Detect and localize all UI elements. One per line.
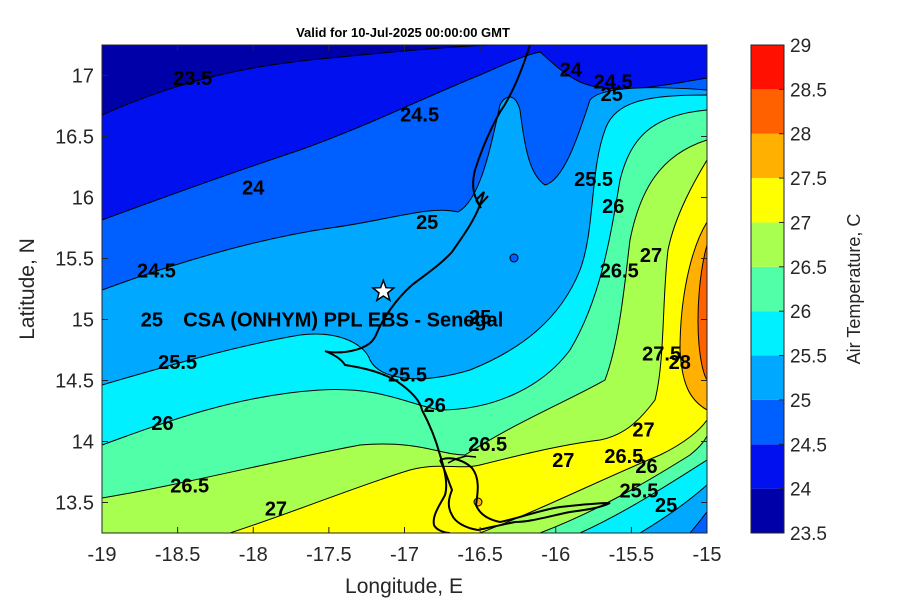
contour-label: 25 [601,84,623,106]
x-tick-label: -18 [239,544,268,566]
x-tick-label: -17.5 [306,544,352,566]
gambia-border [439,457,611,532]
y-tick-label: 14 [72,432,94,454]
contour-label: 26.5 [170,475,209,497]
contour-label: 24.5 [137,261,176,283]
band-27-5 [679,221,707,411]
colorbar-tick-label: 24.5 [790,435,827,456]
x-axis: -19 -18.5 -18 -17.5 -17 -16.5 -16 -15.5 -15 [88,45,722,566]
contour-label: 27 [632,419,654,441]
x-tick-label: -19 [88,544,117,566]
x-axis-label: Longitude, E [345,575,463,598]
marker-layer: CSA (ONHYM) PPL EBS - Senegal [183,278,503,331]
contour-label: 26.5 [600,261,639,283]
colorbar-swatch [751,311,784,356]
x-tick-label: -18.5 [155,544,201,566]
x-tick-label: -16 [541,544,570,566]
contour-label: 27 [552,450,574,472]
colorbar-tick-label: 23.5 [790,524,827,545]
colorbar-tick-label: 27.5 [790,169,827,190]
y-tick-label: 15 [72,310,94,332]
contour-label: 25.5 [619,480,658,502]
chart-title: Valid for 10-Jul-2025 00:00:00 GMT [296,25,510,40]
contour-label: 25 [141,310,163,332]
contour-label: 24 [560,59,583,81]
colorbar-swatch [751,222,784,267]
colorbar-tick-label: 27 [790,213,811,234]
y-tick-label: 14.5 [55,371,94,393]
colorbar-tick-label: 28.5 [790,80,827,101]
y-tick-label: 15.5 [55,249,94,271]
contour-label-layer: 23.52424.52525.52626.52724.5252525.52626… [137,59,691,520]
colorbar-frame [750,44,785,534]
contour-label: 24 [242,178,265,200]
colorbar-swatch [751,399,784,445]
y-tick-label: 16.5 [55,127,94,149]
contour-label: 26.5 [468,434,507,456]
colorbar-swatch [751,488,784,533]
senegal-river-border [475,191,489,209]
contour-label: 25 [416,212,438,234]
contour-label: 24.5 [594,72,633,94]
x-tick-label: -17 [390,544,419,566]
contour-label: 25.5 [158,352,197,374]
band-26-5 [102,139,707,533]
contour-label: 27 [640,245,662,267]
colorbar-tick-label: 25.5 [790,347,827,368]
contour-label: 28 [669,352,691,374]
colorbar-swatch [751,89,784,134]
contour-label: 25 [655,495,677,517]
x-tick-label: -15.5 [609,544,655,566]
contour-label: 27.5 [642,344,681,366]
colorbar-swatch [751,133,784,179]
x-tick-label: -15 [693,544,722,566]
colorbar-swatch [751,355,784,400]
contour-label: 26.5 [604,446,643,468]
colorbar-swatch [751,45,784,90]
contour-label: 23.5 [173,68,212,90]
colorbar-swatch [751,266,784,312]
band-28 [697,244,707,381]
contour-label: 27 [265,499,287,521]
y-tick-label: 17 [72,66,94,88]
contour-label: 24.5 [400,105,439,127]
contour-label: 25.5 [388,364,427,386]
colorbar-tick-label: 28 [790,125,811,146]
site-star-marker [370,278,396,303]
colorbar-label: Air Temperature, C [844,214,864,365]
contour-label: 26 [602,196,624,218]
contour-label: 25 [469,307,491,329]
contour-label: 26 [635,456,657,478]
colorbar-tick-label: 25 [790,391,811,412]
y-axis-label: Latitude, N [16,238,39,340]
y-axis: 13.5 14 14.5 15 15.5 16 16.5 17 [55,66,707,515]
plot-area [102,45,707,533]
x-tick-label: -16.5 [457,544,503,566]
colorbar-tick-label: 26 [790,302,811,323]
small-cool-spot [509,253,519,263]
y-tick-label: 13.5 [55,493,94,515]
y-tick-label: 16 [72,188,94,210]
colorbar: 23.5 24 24.5 25 25.5 26 26.5 27 27.5 28 28.5 29 [750,36,827,545]
contour-label: 25.5 [574,169,613,191]
colorbar-tick-label: 26.5 [790,258,827,279]
inland-border [447,455,477,464]
site-label: CSA (ONHYM) PPL EBS - Senegal [183,309,503,331]
colorbar-swatch [751,444,784,489]
contour-label: 26 [424,395,446,417]
colorbar-swatch [751,178,784,223]
contour-label: 26 [151,413,173,435]
colorbar-tick-label: 29 [790,36,811,57]
coastline [324,45,531,533]
colorbar-tick-label: 24 [790,480,812,501]
band-southeast-cool-24-5 [689,511,707,533]
